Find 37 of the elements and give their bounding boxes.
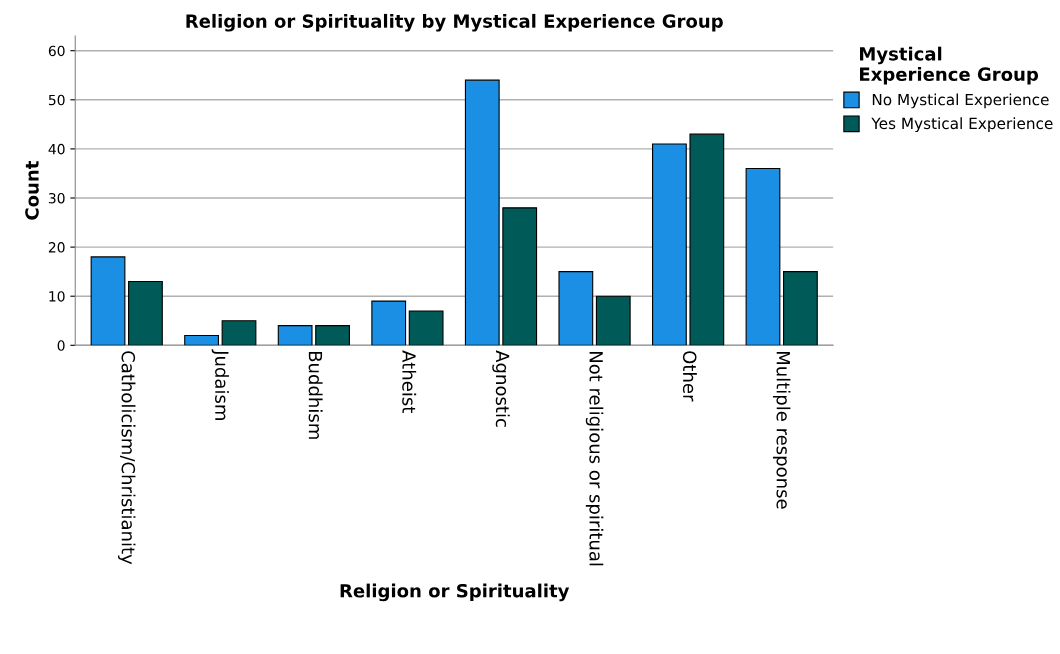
x-tick-label: Other [682, 351, 697, 402]
legend-title: Mystical Experience Group [860, 46, 1039, 85]
bar [652, 143, 687, 346]
x-tick-label: Not religious or spiritual [585, 351, 604, 566]
legend-label: No Mystical Experience [872, 93, 1049, 109]
y-tick-label: 40 [48, 143, 65, 155]
bar [745, 167, 781, 346]
legend-label: Yes Mystical Experience [871, 117, 1053, 133]
y-tick-label: 50 [48, 94, 65, 106]
bar [558, 271, 594, 346]
y-tick-label: 20 [48, 242, 65, 253]
bar [128, 280, 163, 346]
bar [595, 295, 631, 346]
bar [315, 325, 350, 346]
x-tick-label: Judaism [211, 349, 230, 420]
x-tick-label: Buddhism [308, 351, 323, 439]
bar [90, 256, 126, 346]
bar [184, 334, 219, 346]
x-tick-label: Atheist [402, 350, 417, 413]
bar [502, 207, 538, 346]
x-axis-title: Religion or Spirituality [340, 583, 570, 602]
y-tick-label: 60 [48, 45, 65, 57]
bar [221, 320, 257, 346]
y-tick-label: 30 [48, 192, 65, 204]
bar [464, 79, 500, 346]
x-tick-label: Agnostic [492, 350, 510, 427]
chart-title: Religion or Spirituality by Mystical Experience Group [186, 13, 723, 32]
bar [371, 300, 407, 346]
y-axis-title: Count [25, 161, 39, 220]
x-tick-label: Multiple response [772, 351, 791, 509]
bar [783, 271, 818, 346]
y-tick-label: 0 [57, 340, 65, 351]
bar [277, 325, 313, 346]
bar [689, 133, 725, 346]
y-tick-label: 10 [49, 291, 65, 302]
x-tick-label: Catholicism/Christianity [117, 351, 136, 565]
bar [408, 310, 444, 346]
